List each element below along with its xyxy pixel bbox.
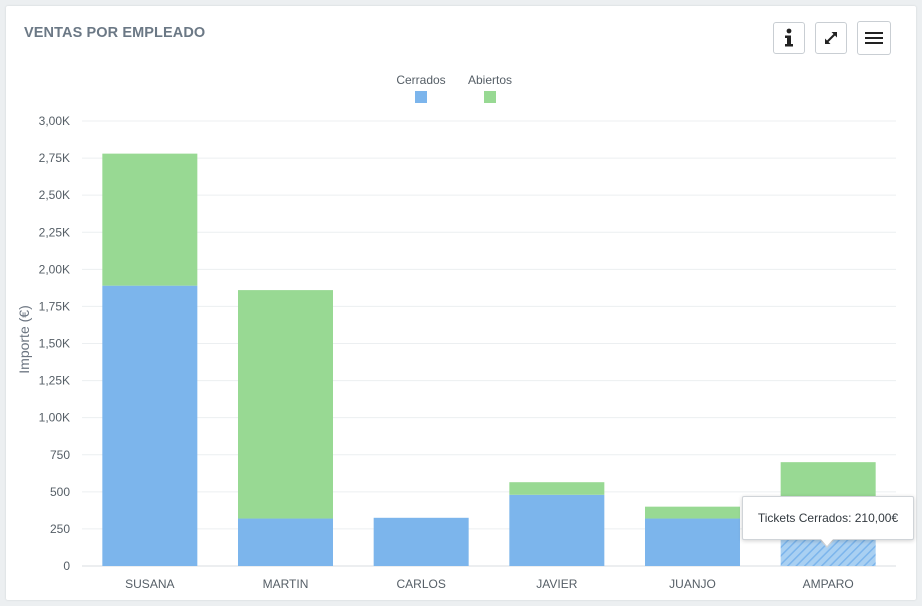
bar-cerrados-juanjo[interactable] — [645, 518, 740, 566]
x-tick-label: JUANJO — [669, 577, 716, 591]
legend-label[interactable]: Cerrados — [396, 73, 445, 87]
y-tick-label: 1,00K — [39, 411, 70, 425]
x-tick-label: MARTIN — [263, 577, 309, 591]
y-tick-label: 750 — [50, 448, 70, 462]
info-icon — [785, 28, 793, 47]
bar-cerrados-martin[interactable] — [238, 518, 333, 566]
y-axis-title: Importe (€) — [16, 305, 32, 373]
legend: Cerrados Abiertos — [396, 73, 512, 103]
bar-cerrados-javier[interactable] — [509, 494, 605, 566]
panel-title: VENTAS POR EMPLEADO — [24, 25, 206, 41]
x-tick-label: AMPARO — [803, 577, 854, 591]
y-tick-label: 0 — [63, 559, 70, 573]
legend-swatch[interactable] — [484, 91, 496, 103]
info-button[interactable] — [773, 22, 805, 54]
y-tick-label: 1,50K — [39, 337, 70, 351]
y-tick-label: 2,50K — [39, 188, 70, 202]
bar-abiertos-susana[interactable] — [102, 153, 198, 286]
y-tick-label: 250 — [50, 522, 70, 536]
bar-abiertos-javier[interactable] — [509, 482, 605, 495]
x-tick-label: SUSANA — [125, 577, 174, 591]
bar-cerrados-susana[interactable] — [102, 285, 198, 566]
x-tick-label: CARLOS — [396, 577, 445, 591]
y-axis-ticks: 0 250 500 750 1,00K 1,25K 1,50K 1,75K 2,00K 2,25K… — [39, 114, 71, 573]
legend-label[interactable]: Abiertos — [468, 73, 512, 87]
bar-abiertos-martin[interactable] — [238, 290, 333, 519]
y-tick-label: 500 — [50, 485, 70, 499]
y-tick-label: 1,25K — [39, 374, 70, 388]
y-tick-label: 1,75K — [39, 299, 70, 313]
chart-panel: VENTAS POR EMPLEADO 0 250 500 750 1,00K 1,2 — [6, 6, 916, 600]
expand-icon — [825, 32, 837, 44]
y-tick-label: 2,00K — [39, 262, 70, 276]
tooltip-arrow — [820, 538, 834, 546]
bar-cerrados-carlos[interactable] — [373, 517, 469, 566]
x-tick-label: JAVIER — [536, 577, 577, 591]
chart-menu-button[interactable] — [857, 21, 891, 55]
hamburger-menu-icon — [865, 32, 883, 44]
x-axis-labels: SUSANA MARTIN CARLOS JAVIER JUANJO AMPARO — [125, 577, 854, 591]
y-tick-label: 2,75K — [39, 151, 70, 165]
bar-abiertos-juanjo[interactable] — [645, 506, 740, 519]
bar-tooltip: Tickets Cerrados: 210,00€ — [742, 496, 914, 540]
expand-button[interactable] — [815, 22, 847, 54]
y-tick-label: 2,25K — [39, 225, 70, 239]
legend-swatch[interactable] — [415, 91, 427, 103]
y-tick-label: 3,00K — [39, 114, 70, 128]
